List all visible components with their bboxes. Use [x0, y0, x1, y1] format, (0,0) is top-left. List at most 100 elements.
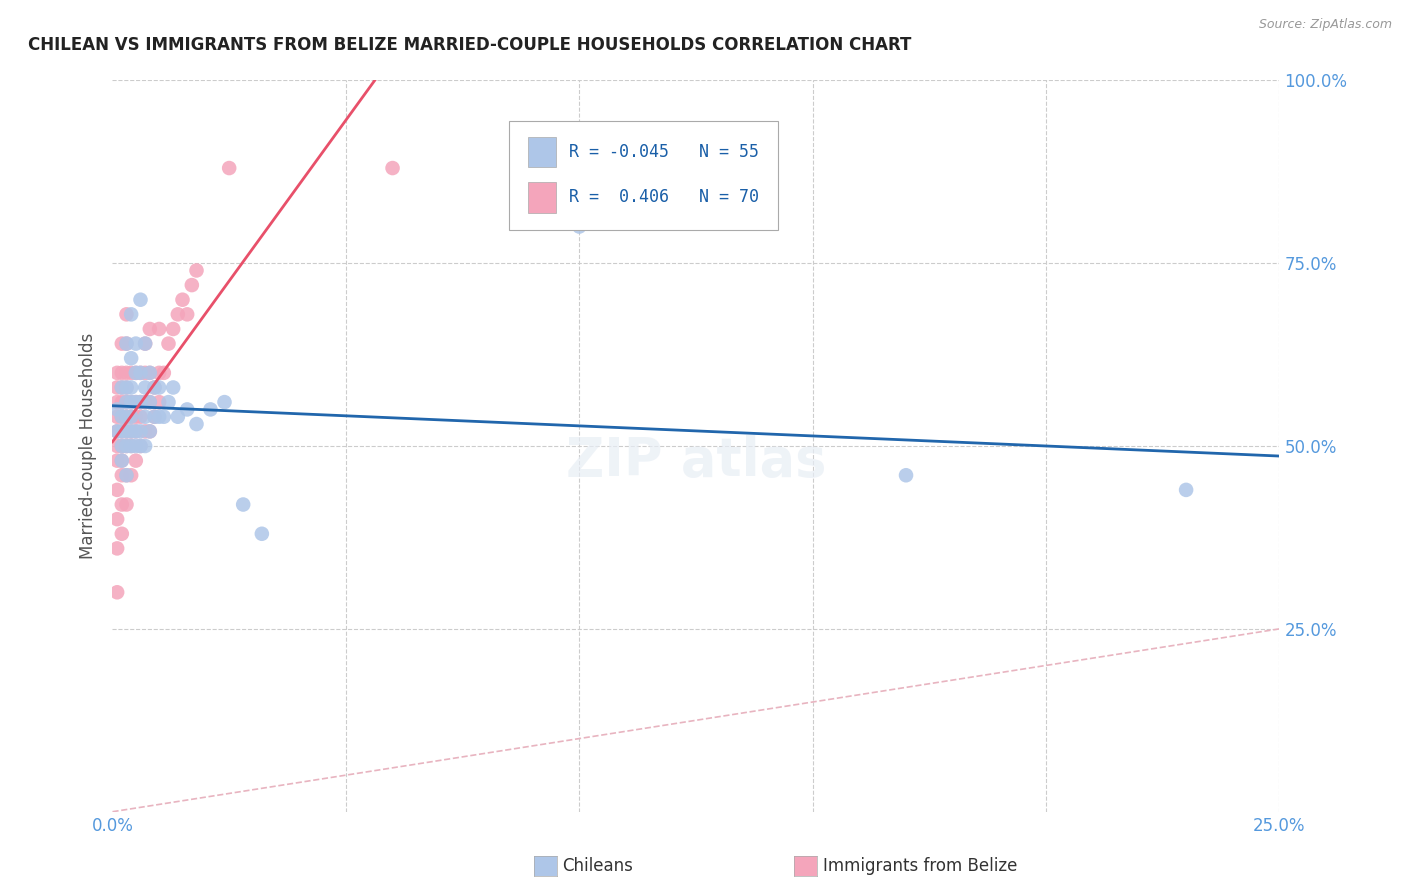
Point	[162, 380, 184, 394]
Point	[115, 409, 138, 424]
Point	[125, 409, 148, 424]
Point	[111, 380, 134, 394]
Point	[111, 409, 134, 424]
Point	[218, 161, 240, 175]
Point	[148, 366, 170, 380]
Point	[115, 425, 138, 439]
Point	[139, 366, 162, 380]
Point	[105, 512, 128, 526]
Point	[120, 307, 142, 321]
Point	[180, 278, 202, 293]
Point	[120, 425, 142, 439]
Point	[134, 380, 156, 394]
Point	[120, 366, 142, 380]
Point	[176, 402, 198, 417]
Point	[111, 468, 134, 483]
Point	[214, 395, 236, 409]
Point	[125, 366, 148, 380]
Point	[129, 439, 152, 453]
Text: Chileans: Chileans	[562, 857, 633, 875]
Point	[111, 366, 134, 380]
Point	[105, 439, 128, 453]
Point	[186, 417, 208, 431]
Point	[111, 453, 134, 467]
Point	[381, 161, 404, 175]
Point	[129, 366, 152, 380]
Point	[162, 322, 184, 336]
Point	[134, 439, 156, 453]
Point	[120, 439, 142, 453]
Point	[125, 366, 148, 380]
Text: Source: ZipAtlas.com: Source: ZipAtlas.com	[1258, 18, 1392, 31]
Point	[125, 395, 148, 409]
Point	[176, 307, 198, 321]
Point	[134, 395, 156, 409]
Point	[115, 380, 138, 394]
Point	[120, 409, 142, 424]
Point	[129, 366, 152, 380]
Point	[139, 322, 162, 336]
Point	[115, 395, 138, 409]
Point	[568, 219, 591, 234]
Point	[143, 409, 166, 424]
Point	[105, 402, 128, 417]
Point	[143, 380, 166, 394]
Point	[143, 380, 166, 394]
Y-axis label: Married-couple Households: Married-couple Households	[79, 333, 97, 559]
Point	[894, 468, 917, 483]
Point	[139, 425, 162, 439]
Point	[129, 293, 152, 307]
Point	[115, 409, 138, 424]
Point	[148, 322, 170, 336]
Point	[111, 409, 134, 424]
Point	[115, 468, 138, 483]
Point	[166, 307, 188, 321]
Point	[115, 336, 138, 351]
Point	[105, 380, 128, 394]
Point	[111, 439, 134, 453]
Point	[250, 526, 273, 541]
Point	[115, 498, 138, 512]
Point	[115, 307, 138, 321]
Point	[148, 380, 170, 394]
Point	[134, 409, 156, 424]
Point	[115, 395, 138, 409]
Point	[129, 395, 152, 409]
Point	[139, 395, 162, 409]
Point	[139, 425, 162, 439]
Point	[139, 366, 162, 380]
FancyBboxPatch shape	[527, 182, 555, 212]
Point	[111, 425, 134, 439]
Point	[115, 439, 138, 453]
Point	[134, 336, 156, 351]
Point	[111, 395, 134, 409]
Point	[125, 439, 148, 453]
Point	[115, 336, 138, 351]
Point	[120, 409, 142, 424]
Point	[120, 380, 142, 394]
FancyBboxPatch shape	[527, 136, 555, 168]
Point	[111, 439, 134, 453]
FancyBboxPatch shape	[509, 120, 778, 230]
Text: ZIP atlas: ZIP atlas	[565, 434, 827, 487]
Point	[115, 425, 138, 439]
Point	[105, 483, 128, 497]
Point	[125, 425, 148, 439]
Point	[115, 439, 138, 453]
Point	[129, 425, 152, 439]
Point	[105, 425, 128, 439]
Point	[115, 366, 138, 380]
Point	[115, 468, 138, 483]
Point	[105, 409, 128, 424]
Point	[120, 395, 142, 409]
Point	[105, 453, 128, 467]
Point	[200, 402, 222, 417]
Point	[125, 395, 148, 409]
Point	[125, 425, 148, 439]
Point	[111, 498, 134, 512]
Point	[157, 336, 180, 351]
Text: CHILEAN VS IMMIGRANTS FROM BELIZE MARRIED-COUPLE HOUSEHOLDS CORRELATION CHART: CHILEAN VS IMMIGRANTS FROM BELIZE MARRIE…	[28, 36, 911, 54]
Point	[232, 498, 254, 512]
Point	[166, 409, 188, 424]
Point	[134, 425, 156, 439]
